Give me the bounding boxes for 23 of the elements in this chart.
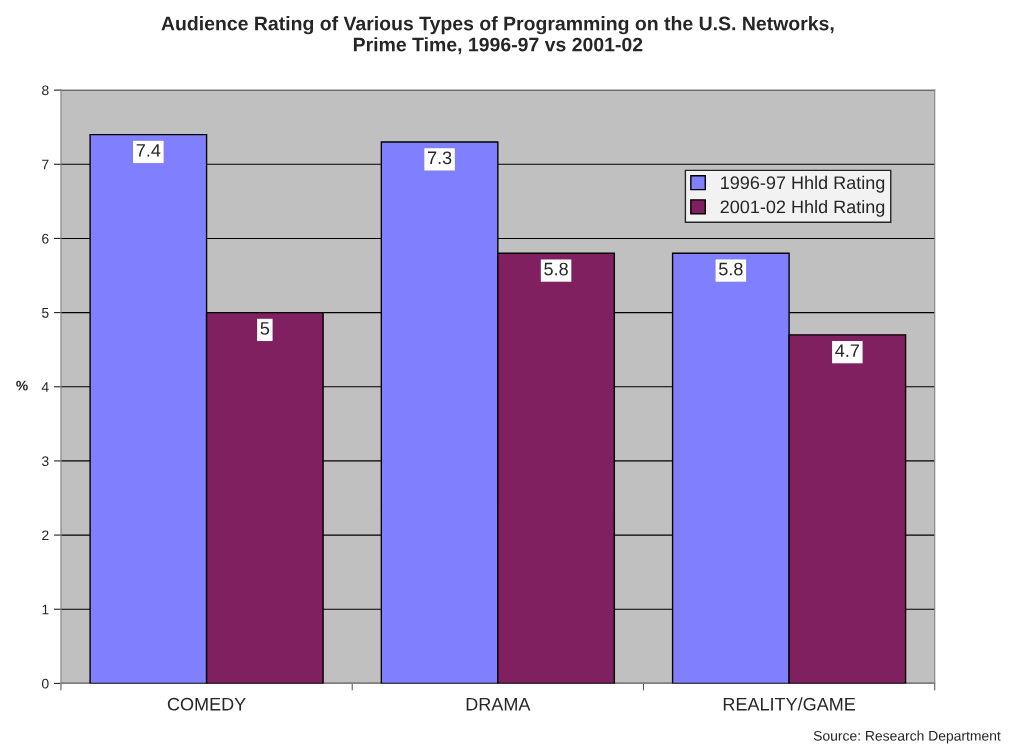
data-label: 7.4 bbox=[136, 144, 161, 157]
y-tick-label: 3 bbox=[41, 456, 49, 467]
y-tick-label: 2 bbox=[42, 530, 49, 541]
data-label: 5 bbox=[260, 322, 270, 335]
data-label: 4.7 bbox=[835, 344, 859, 357]
x-tick-label: DRAMA bbox=[466, 697, 531, 711]
chart-title: Audience Rating of Various Types of Programming on the U.S. Networks, Prime Time, 1996-97 vs 2001-02 bbox=[161, 16, 834, 55]
data-label: 5.8 bbox=[719, 262, 743, 276]
y-tick-label: 8 bbox=[42, 85, 49, 96]
source-note: Source: Research Department bbox=[813, 730, 1001, 744]
data-label: 7.3 bbox=[427, 151, 452, 165]
y-axis-title: % bbox=[16, 380, 28, 391]
x-tick-label: REALITY/GAME bbox=[723, 697, 856, 711]
legend-label: 2001-02 Hhld Rating bbox=[720, 200, 885, 217]
y-tick-label: 5 bbox=[41, 308, 49, 318]
y-tick-label: 6 bbox=[42, 233, 49, 244]
y-tick-label: 0 bbox=[41, 678, 49, 689]
legend-label: 1996-97 Hhld Rating bbox=[721, 175, 885, 193]
x-tick-label: COMEDY bbox=[167, 697, 246, 711]
y-tick-label: 7 bbox=[42, 159, 49, 170]
data-label: 5.8 bbox=[544, 262, 568, 276]
y-tick-label: 4 bbox=[41, 382, 49, 392]
y-tick-label: 1 bbox=[42, 604, 49, 615]
